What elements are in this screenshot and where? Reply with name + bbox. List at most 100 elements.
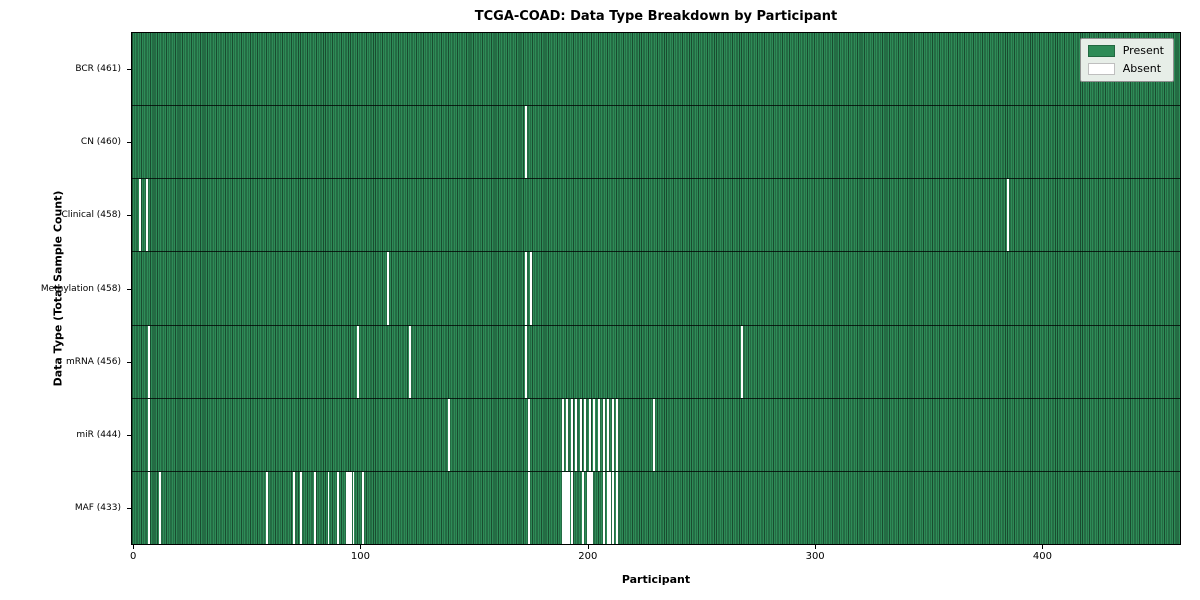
y-tick-mark — [127, 361, 131, 363]
absent-mark — [386, 252, 389, 325]
absent-mark — [529, 252, 532, 325]
absent-mark — [579, 398, 582, 471]
absent-mark — [616, 398, 619, 471]
y-tick-mark — [127, 215, 131, 217]
x-tick-label: 100 — [350, 551, 370, 562]
absent-mark — [602, 398, 605, 471]
y-tick-mark — [127, 508, 131, 510]
absent-mark — [570, 398, 573, 471]
absent-mark — [609, 471, 612, 544]
absent-mark — [561, 398, 564, 471]
absent-mark — [741, 325, 744, 398]
absent-mark — [598, 398, 600, 471]
x-tick-mark — [1042, 545, 1044, 549]
absent-mark — [447, 398, 450, 471]
present-swatch-icon — [1087, 44, 1115, 57]
x-tick-mark — [587, 545, 589, 549]
absent-mark — [147, 471, 150, 544]
y-tick-mark — [127, 141, 131, 143]
absent-mark — [159, 471, 162, 544]
absent-mark — [147, 398, 150, 471]
absent-mark — [570, 471, 573, 544]
rows-container — [132, 33, 1180, 544]
y-tick-mark — [127, 68, 131, 70]
x-tick-mark — [360, 545, 362, 549]
y-tick-label-CN: CN (460) — [80, 136, 121, 147]
absent-mark — [347, 471, 350, 544]
absent-mark — [300, 471, 303, 544]
chart-title: TCGA-COAD: Data Type Breakdown by Partic… — [474, 9, 838, 24]
absent-mark — [409, 325, 412, 398]
absent-mark — [607, 398, 610, 471]
y-tick-mark — [127, 435, 131, 437]
absent-mark — [527, 471, 530, 544]
y-tick-label-Clinical: Clinical (458) — [61, 210, 121, 221]
y-tick-label-miR: miR (444) — [76, 430, 121, 441]
absent-mark — [568, 471, 571, 544]
x-axis-label: Participant — [621, 573, 691, 586]
absent-mark — [575, 398, 578, 471]
absent-mark — [584, 398, 587, 471]
legend-label-present: Present — [1122, 44, 1164, 57]
absent-swatch-icon — [1087, 62, 1115, 75]
x-axis: 0 100 200 300 400 — [129, 545, 1181, 575]
y-tick-label-mRNA: mRNA (456) — [66, 356, 121, 367]
absent-mark — [652, 398, 655, 471]
absent-mark — [588, 398, 591, 471]
absent-mark — [145, 179, 148, 252]
absent-mark — [602, 471, 605, 544]
absent-mark — [593, 398, 596, 471]
absent-mark — [350, 471, 353, 544]
absent-mark — [138, 179, 141, 252]
absent-mark — [1007, 179, 1010, 252]
datatype-row-Methylation — [132, 252, 1180, 326]
plot-area: Present Absent — [131, 32, 1181, 545]
absent-mark — [591, 471, 594, 544]
x-tick-label: 400 — [1032, 551, 1052, 562]
legend: Present Absent — [1079, 38, 1174, 82]
absent-mark — [293, 471, 296, 544]
x-tick-label: 300 — [805, 551, 825, 562]
absent-mark — [611, 398, 614, 471]
y-tick-mark — [127, 288, 131, 290]
x-tick-mark — [815, 545, 817, 549]
y-tick-label-BCR: BCR (461) — [75, 63, 121, 74]
absent-mark — [525, 252, 528, 325]
x-tick-label: 200 — [578, 551, 598, 562]
absent-mark — [611, 471, 614, 544]
datatype-row-mRNA — [132, 325, 1180, 399]
absent-mark — [327, 471, 330, 544]
absent-mark — [147, 325, 150, 398]
absent-mark — [586, 471, 589, 544]
absent-mark — [616, 471, 619, 544]
x-tick-label: 0 — [129, 551, 137, 562]
datatype-row-Clinical — [132, 179, 1180, 253]
absent-mark — [607, 471, 610, 544]
absent-mark — [561, 471, 564, 544]
x-tick-mark — [133, 545, 135, 549]
absent-mark — [357, 325, 360, 398]
datatype-row-miR — [132, 398, 1180, 472]
absent-mark — [352, 471, 355, 544]
y-axis: BCR (461) CN (460) Clinical (458) Methylati… — [0, 32, 131, 545]
absent-mark — [566, 471, 569, 544]
absent-mark — [582, 471, 585, 544]
legend-label-absent: Absent — [1122, 62, 1162, 75]
absent-mark — [336, 471, 339, 544]
absent-mark — [266, 471, 269, 544]
y-tick-label-Methylation: Methylation (458) — [40, 283, 121, 294]
absent-mark — [345, 471, 348, 544]
legend-entry-absent: Absent — [1087, 62, 1164, 75]
datatype-row-BCR — [132, 33, 1180, 107]
absent-mark — [527, 398, 530, 471]
y-tick-label-MAF: MAF (433) — [74, 503, 121, 514]
absent-mark — [588, 471, 591, 544]
datatype-row-CN — [132, 106, 1180, 180]
absent-mark — [525, 325, 528, 398]
datatype-row-MAF — [132, 471, 1180, 544]
absent-mark — [361, 471, 364, 544]
absent-mark — [313, 471, 316, 544]
absent-mark — [566, 398, 569, 471]
absent-mark — [525, 106, 528, 179]
